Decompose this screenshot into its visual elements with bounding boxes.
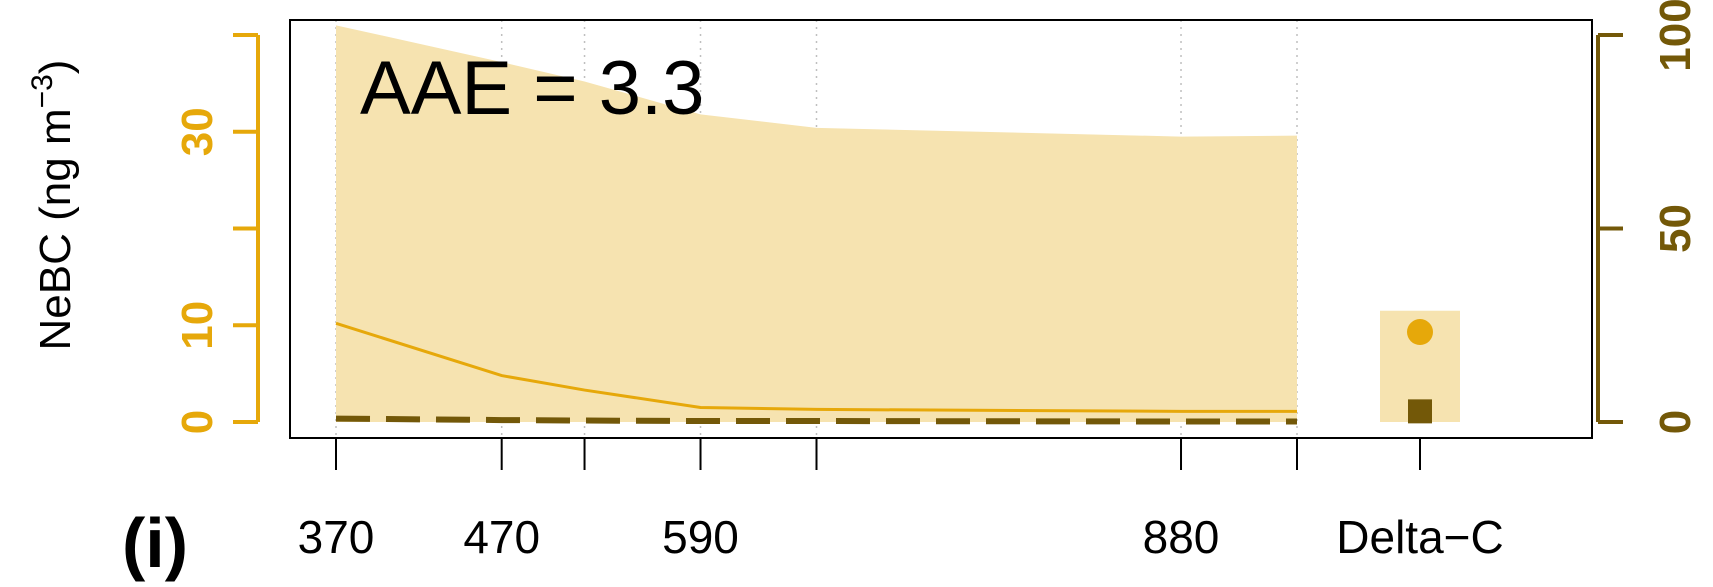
series-layer [335, 321, 1297, 425]
band-layer [336, 25, 1297, 422]
uncertainty-band [336, 25, 1297, 422]
y-axis-label-left: NeBC (ng m−3) [26, 60, 80, 351]
plot-frame [289, 19, 1593, 439]
right-y-axis: 0 50 100 [1596, 0, 1700, 434]
annotation-aae: AAE = 3.3 [360, 46, 704, 131]
right-axis-tick-label: 0 [1651, 410, 1700, 434]
x-axis-tick-label: 470 [463, 511, 540, 563]
left-axis-tick-label: 30 [173, 107, 222, 156]
panel-label: (i) [122, 504, 188, 582]
delta-c-layer [1380, 310, 1460, 424]
x-axis: 370 470 590 880 Delta−C [298, 438, 1504, 563]
x-axis-tick-label: Delta−C [1336, 511, 1503, 563]
left-axis-tick-label: 10 [173, 301, 222, 350]
right-axis-tick-label: 100 [1651, 0, 1700, 72]
series-line-solid [335, 321, 1297, 413]
x-axis-tick-label: 880 [1143, 511, 1220, 563]
delta-c-square-marker [1408, 399, 1432, 424]
series-line-dashed [335, 415, 1297, 425]
left-y-axis: 0 10 30 [173, 33, 260, 434]
delta-c-circle-marker [1407, 319, 1433, 346]
x-axis-tick-label: 370 [298, 511, 375, 563]
x-axis-tick-label: 590 [662, 511, 739, 563]
left-axis-tick-label: 0 [173, 410, 222, 434]
right-axis-tick-label: 50 [1651, 204, 1700, 253]
